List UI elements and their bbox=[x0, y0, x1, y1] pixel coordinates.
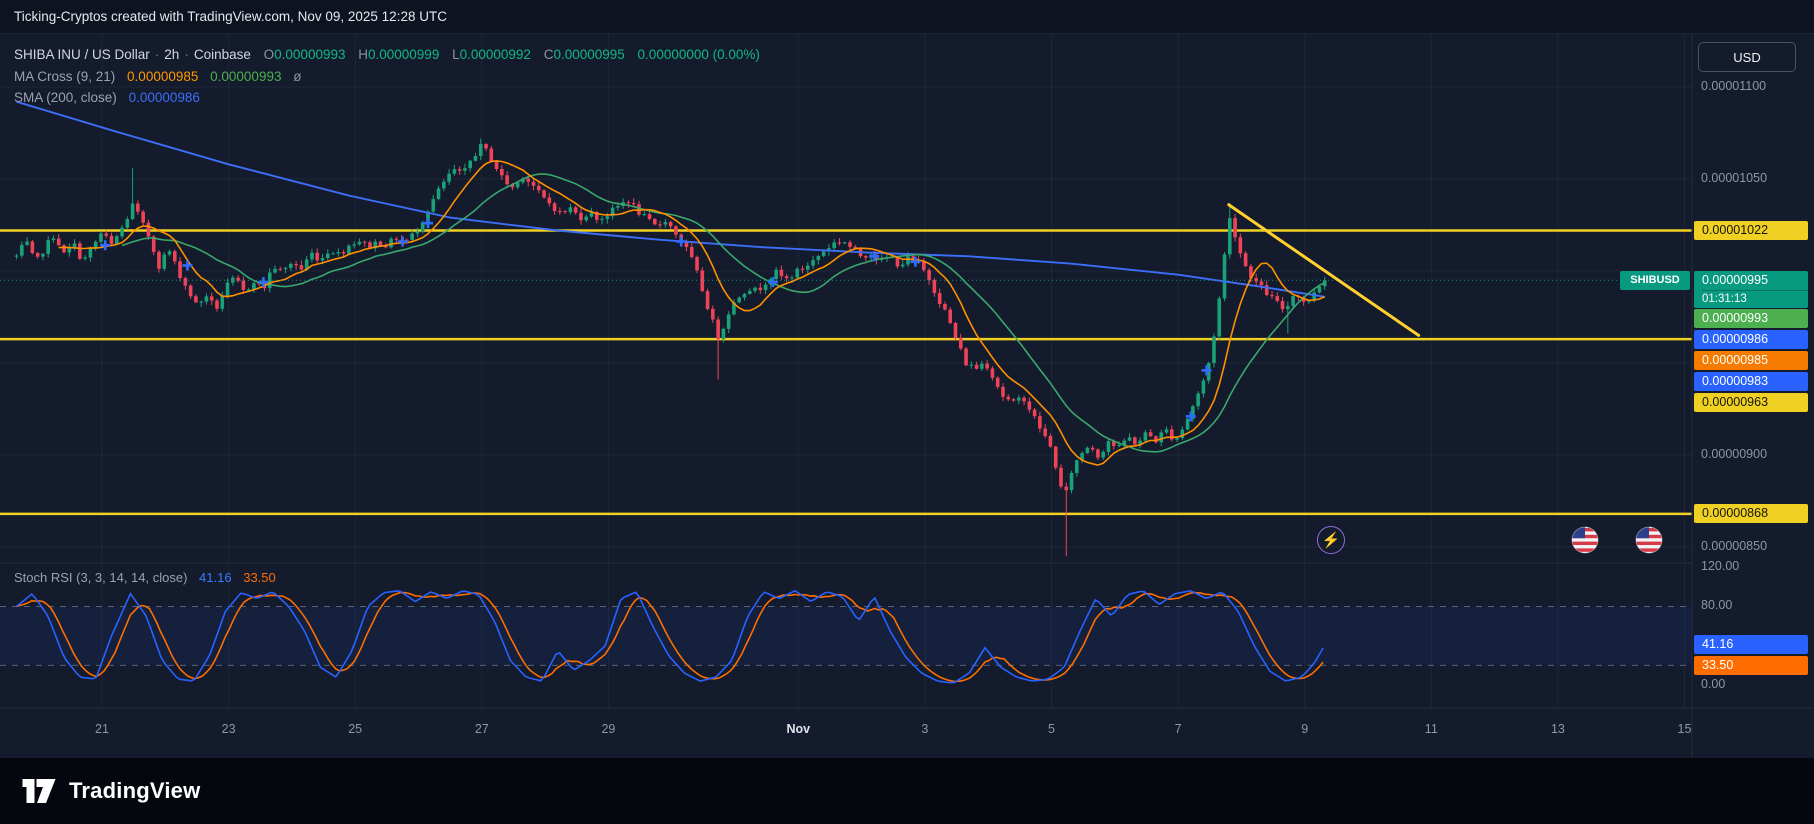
price-axis-label: 0.00000850 bbox=[1701, 539, 1768, 553]
price-axis-label: 120.00 bbox=[1701, 559, 1740, 574]
time-axis-label: Nov bbox=[786, 722, 811, 736]
time-axis-label: 9 bbox=[1301, 722, 1309, 736]
price-level-chip: 0.00000983 bbox=[1694, 371, 1808, 391]
currency-toggle-button[interactable]: USD bbox=[1698, 42, 1796, 72]
time-axis-label: 13 bbox=[1550, 722, 1565, 736]
indicator-sma200[interactable]: SMA (200, close) 0.00000986 bbox=[14, 87, 760, 109]
open-label: O bbox=[263, 47, 275, 62]
time-axis-label: 7 bbox=[1174, 722, 1182, 736]
price-level-chip: 0.00000986 bbox=[1694, 329, 1808, 349]
export-header-bar: Ticking-Cryptos created with TradingView… bbox=[0, 0, 1814, 34]
symbol-price-tag: SHIBUSD bbox=[1620, 270, 1690, 290]
open-value: 0.00000993 bbox=[274, 47, 346, 62]
ma-cross-markers bbox=[100, 218, 1212, 422]
price-axis-label: 0.00000900 bbox=[1701, 447, 1768, 461]
price-axis-label: 80.00 bbox=[1701, 598, 1733, 613]
trendline-layer bbox=[1227, 203, 1421, 337]
indicator-ma-cross[interactable]: MA Cross (9, 21) 0.00000985 0.00000993 ø bbox=[14, 66, 760, 88]
last-price-value: 0.00000995 bbox=[1702, 272, 1769, 287]
price-level-chip: 0.00000963 bbox=[1694, 392, 1808, 412]
sma200-value: 0.00000986 bbox=[128, 90, 200, 105]
stoch-k-value: 41.16 bbox=[199, 570, 232, 585]
time-axis-label: 15 bbox=[1677, 722, 1692, 736]
grid-layer bbox=[0, 34, 1692, 708]
us-flag-icon[interactable] bbox=[1571, 526, 1599, 554]
time-axis-label: 5 bbox=[1048, 722, 1055, 736]
symbol-title[interactable]: SHIBA INU / US Dollar bbox=[14, 47, 150, 62]
footer-bar: TradingView bbox=[0, 758, 1814, 824]
us-flag-graphic bbox=[1635, 526, 1663, 554]
ma9-value: 0.00000985 bbox=[127, 68, 199, 84]
us-flag-graphic bbox=[1571, 526, 1599, 554]
time-axis-label: 21 bbox=[95, 722, 109, 736]
export-caption: Ticking-Cryptos created with TradingView… bbox=[14, 9, 447, 24]
time-axis-label: 29 bbox=[601, 722, 616, 736]
time-axis-label: 3 bbox=[921, 722, 929, 736]
stoch-rsi-layer bbox=[0, 589, 1692, 684]
stoch-rsi-name[interactable]: Stoch RSI (3, 3, 14, 14, close) bbox=[14, 570, 188, 585]
price-level-chip: 0.00001022 bbox=[1694, 221, 1808, 241]
low-label: L bbox=[452, 47, 460, 62]
price-level-chip: 0.00000868 bbox=[1694, 504, 1808, 524]
change-value: 0.00000000 (0.00%) bbox=[637, 47, 760, 62]
time-axis-label: 11 bbox=[1424, 722, 1438, 736]
sma200-name[interactable]: SMA (200, close) bbox=[14, 90, 117, 105]
bar-countdown: 01:31:13 bbox=[1702, 289, 1808, 308]
high-value: 0.00000999 bbox=[368, 47, 440, 62]
pane-separators bbox=[0, 34, 1814, 758]
ma-cross-zero-icon: ø bbox=[293, 68, 302, 84]
tradingview-wordmark[interactable]: TradingView bbox=[69, 778, 201, 803]
price-level-chip: 0.00000993 bbox=[1694, 308, 1808, 328]
lightning-glyph: ⚡ bbox=[1321, 532, 1341, 549]
candlestick-layer bbox=[14, 138, 1327, 557]
symbol-header-row: SHIBA INU / US Dollar · 2h · Coinbase O0.000… bbox=[14, 44, 760, 66]
chart-legend: SHIBA INU / US Dollar · 2h · Coinbase O0.000… bbox=[14, 44, 760, 109]
price-axis-label: 0.00001100 bbox=[1701, 79, 1767, 93]
tradingview-logo-mark[interactable] bbox=[22, 777, 58, 805]
ma21-value: 0.00000993 bbox=[210, 68, 282, 84]
lightning-icon[interactable]: ⚡ bbox=[1317, 526, 1345, 554]
price-axis-label: 0.00 bbox=[1701, 677, 1726, 691]
separator-dot: · bbox=[184, 47, 189, 62]
interval-label[interactable]: 2h bbox=[164, 47, 180, 62]
exchange-label[interactable]: Coinbase bbox=[193, 47, 251, 62]
moving-averages-layer bbox=[16, 100, 1326, 466]
low-value: 0.00000992 bbox=[459, 47, 531, 62]
ma-cross-name[interactable]: MA Cross (9, 21) bbox=[14, 68, 116, 84]
last-price-chip: 0.00000995 01:31:13 bbox=[1694, 270, 1808, 308]
stoch-d-value: 33.50 bbox=[243, 570, 276, 585]
close-value: 0.00000995 bbox=[553, 47, 625, 62]
price-level-chip: 33.50 bbox=[1694, 656, 1808, 676]
time-axis-label: 23 bbox=[221, 722, 236, 736]
price-level-chip: 41.16 bbox=[1694, 635, 1808, 655]
separator-dot: · bbox=[154, 47, 160, 62]
time-axis-label: 27 bbox=[474, 722, 489, 736]
us-flag-icon[interactable] bbox=[1635, 526, 1663, 554]
support-resistance-lines bbox=[0, 229, 1692, 516]
price-axis-label: 0.00001050 bbox=[1701, 171, 1768, 185]
close-label: C bbox=[543, 47, 554, 62]
price-level-chip: 0.00000985 bbox=[1694, 350, 1808, 370]
time-axis-label: 25 bbox=[348, 722, 363, 736]
high-label: H bbox=[358, 47, 368, 62]
stoch-rsi-legend[interactable]: Stoch RSI (3, 3, 14, 14, close) 41.16 33… bbox=[14, 570, 276, 585]
